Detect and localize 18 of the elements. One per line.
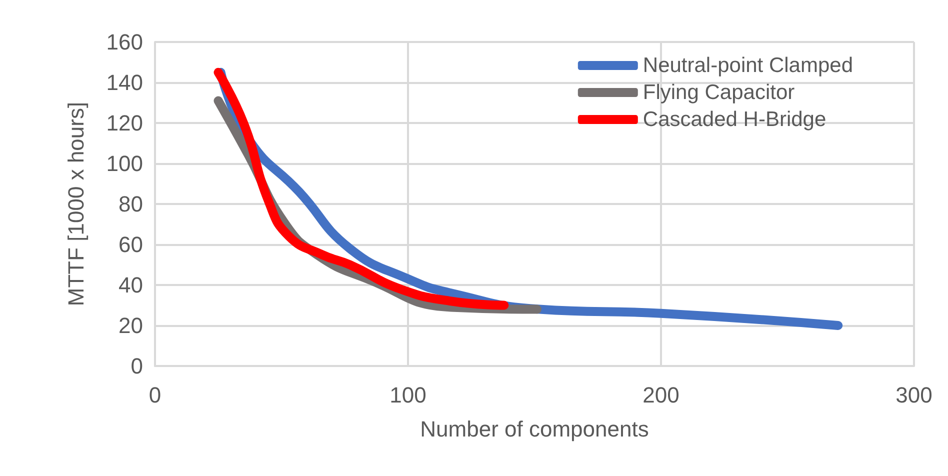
y-axis-title: MTTF [1000 x hours]: [64, 102, 88, 306]
y-tick-label: 120: [106, 110, 143, 136]
y-tick-label: 20: [118, 313, 143, 338]
y-tick-label: 100: [106, 151, 143, 176]
y-tick-label: 40: [118, 272, 143, 298]
x-tick-label: 0: [148, 382, 162, 408]
legend-label: Neutral-point Clamped: [642, 54, 854, 77]
y-tick-label: 0: [130, 354, 143, 378]
x-tick-label: 100: [390, 382, 426, 408]
y-tick-label: 60: [118, 232, 143, 257]
legend-label: Flying Capacitor: [642, 81, 795, 104]
y-tick-label: 160: [106, 30, 143, 54]
y-tick-label: 80: [118, 192, 143, 216]
x-tick-label: 200: [642, 382, 680, 408]
legend-label: Cascaded H-Bridge: [642, 108, 826, 131]
x-tick-label: 300: [896, 382, 932, 408]
y-tick-label: 140: [106, 70, 143, 95]
x-axis-title: Number of components: [420, 416, 649, 442]
